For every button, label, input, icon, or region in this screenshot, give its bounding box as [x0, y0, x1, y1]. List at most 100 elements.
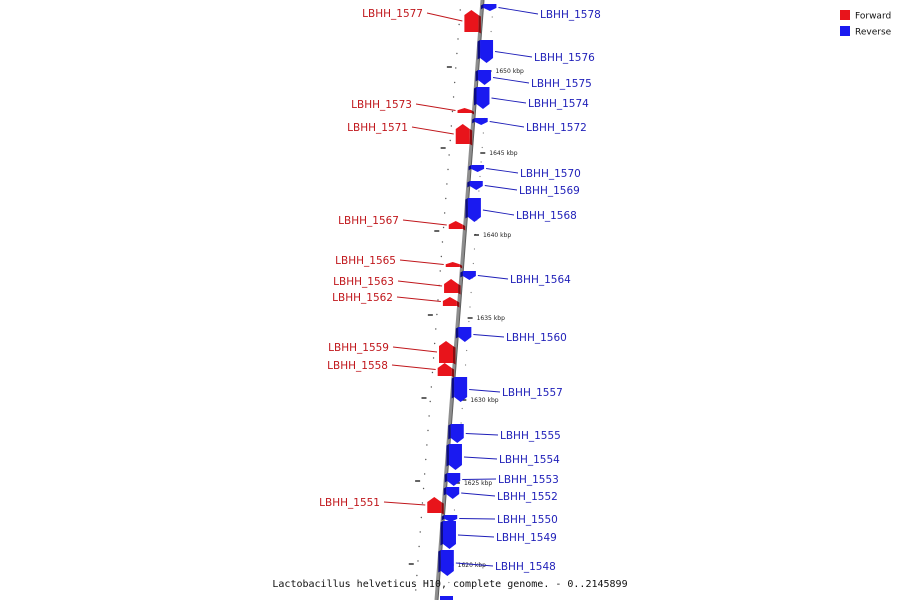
gene-arrow[interactable]: [448, 221, 463, 229]
gene-arrow[interactable]: [467, 198, 481, 222]
gene-arrow[interactable]: [474, 118, 488, 125]
gene-label[interactable]: LBHH_1564: [510, 274, 571, 286]
gene-shadow: [443, 487, 447, 496]
gene-lbhh_1555[interactable]: [448, 424, 464, 443]
gene-lbhh_1551[interactable]: [427, 497, 444, 515]
gene-arrow[interactable]: [462, 271, 476, 280]
gene-label[interactable]: LBHH_1572: [526, 122, 587, 134]
gene-label[interactable]: LBHH_1550: [497, 514, 558, 526]
gene-label[interactable]: LBHH_1553: [498, 474, 559, 486]
gene-label[interactable]: LBHH_1573: [351, 99, 412, 111]
gene-label[interactable]: LBHH_1557: [502, 387, 563, 399]
gene-shadow: [480, 4, 484, 10]
gene-arrow[interactable]: [442, 297, 457, 306]
gene-label[interactable]: LBHH_1560: [506, 332, 567, 344]
gene-lbhh_1578[interactable]: [480, 4, 497, 11]
gene-lbhh_1562[interactable]: [442, 297, 460, 308]
gene-label[interactable]: LBHH_1552: [497, 491, 558, 503]
gene-lbhh_1576[interactable]: [477, 40, 494, 63]
leader-line: [498, 7, 539, 15]
gene-lbhh_1560[interactable]: [455, 327, 472, 342]
gene-arrow[interactable]: [439, 341, 454, 363]
gene-label[interactable]: LBHH_1574: [528, 98, 589, 110]
gene-arrow[interactable]: [445, 262, 460, 267]
gene-label[interactable]: LBHH_1558: [327, 360, 388, 372]
gene-arrow[interactable]: [464, 10, 479, 32]
minor-tick-dot: [448, 154, 450, 156]
gene-lbhh_1549[interactable]: [440, 521, 456, 549]
leader-line: [383, 501, 426, 506]
gene-lbhh_1574[interactable]: [473, 87, 490, 109]
gene-arrow[interactable]: [444, 515, 458, 522]
gene-arrow[interactable]: [458, 327, 472, 342]
gene-arrow[interactable]: [440, 596, 453, 600]
gene-arrow[interactable]: [480, 40, 494, 63]
gene-arrow[interactable]: [448, 444, 462, 470]
gene-lbhh_1553[interactable]: [444, 473, 461, 486]
gene-arrow[interactable]: [483, 4, 497, 11]
leader-line: [457, 534, 495, 538]
gene-label[interactable]: LBHH_1567: [338, 215, 399, 227]
gene-lbhh_1563[interactable]: [444, 279, 461, 295]
gene-label[interactable]: LBHH_1551: [319, 497, 380, 509]
gene-label[interactable]: LBHH_1571: [347, 122, 408, 134]
gene-arrow[interactable]: [455, 124, 470, 144]
gene-lbhh_1568[interactable]: [465, 198, 481, 222]
gene-partial-bottom[interactable]: [440, 596, 453, 600]
gene-lbhh_1570[interactable]: [468, 165, 485, 172]
gene-label[interactable]: LBHH_1563: [333, 276, 394, 288]
gene-label[interactable]: LBHH_1578: [540, 9, 601, 21]
gene-arrow[interactable]: [437, 363, 452, 376]
gene-lbhh_1569[interactable]: [467, 181, 483, 190]
gene-lbhh_1575[interactable]: [475, 70, 492, 85]
gene-label[interactable]: LBHH_1568: [516, 210, 577, 222]
gene-lbhh_1572[interactable]: [472, 118, 488, 125]
gene-label[interactable]: LBHH_1549: [496, 532, 557, 544]
gene-label[interactable]: LBHH_1548: [495, 561, 556, 573]
gene-arrow[interactable]: [476, 87, 490, 109]
gene-arrow[interactable]: [471, 165, 485, 172]
tick-label: 1620 kbp: [458, 562, 486, 569]
gene-lbhh_1559[interactable]: [439, 341, 456, 365]
gene-lbhh_1558[interactable]: [437, 363, 455, 378]
major-ticks: 1650 kbp 1645 kbp 1640 kbp 1635 kbp 1630 kbp…: [448, 68, 524, 569]
gene-lbhh_1550[interactable]: [441, 515, 458, 522]
minor-tick-dot: [430, 386, 433, 388]
gene-label[interactable]: LBHH_1576: [534, 52, 595, 64]
gene-arrow[interactable]: [440, 550, 454, 576]
gene-lbhh_1571[interactable]: [455, 124, 473, 146]
gene-label[interactable]: LBHH_1555: [500, 430, 561, 442]
gene-arrow[interactable]: [469, 181, 483, 190]
gene-arrow[interactable]: [442, 521, 456, 549]
minor-tick-dot: [427, 429, 429, 432]
gene-arrow[interactable]: [457, 108, 472, 113]
gene-label[interactable]: LBHH_1575: [531, 78, 592, 90]
gene-arrow[interactable]: [454, 377, 468, 402]
gene-shadow: [478, 15, 481, 34]
gene-lbhh_1565[interactable]: [445, 262, 463, 269]
gene-label[interactable]: LBHH_1559: [328, 342, 389, 354]
gene-label[interactable]: LBHH_1577: [362, 8, 423, 20]
gene-lbhh_1557[interactable]: [451, 377, 468, 402]
gene-arrow[interactable]: [446, 487, 460, 499]
gene-arrow[interactable]: [427, 497, 442, 513]
gene-shadow: [441, 515, 445, 521]
gene-lbhh_1552[interactable]: [443, 487, 460, 499]
gene-label[interactable]: LBHH_1565: [335, 255, 396, 267]
gene-lbhh_1564[interactable]: [460, 271, 476, 280]
gene-lbhh_1567[interactable]: [448, 221, 466, 231]
gene-arrow[interactable]: [447, 473, 461, 486]
gene-label[interactable]: LBHH_1570: [520, 168, 581, 180]
gene-arrow[interactable]: [444, 279, 459, 293]
gene-shadow: [444, 473, 448, 483]
gene-label[interactable]: LBHH_1562: [332, 292, 393, 304]
gene-lbhh_1577[interactable]: [464, 10, 481, 34]
gene-lbhh_1573[interactable]: [457, 108, 475, 115]
gene-lbhh_1548[interactable]: [438, 550, 454, 576]
gene-arrow[interactable]: [450, 424, 464, 443]
gene-lbhh_1554[interactable]: [446, 444, 462, 470]
leader-line: [473, 334, 505, 338]
gene-label[interactable]: LBHH_1554: [499, 454, 560, 466]
gene-arrow[interactable]: [478, 70, 492, 85]
gene-label[interactable]: LBHH_1569: [519, 185, 580, 197]
